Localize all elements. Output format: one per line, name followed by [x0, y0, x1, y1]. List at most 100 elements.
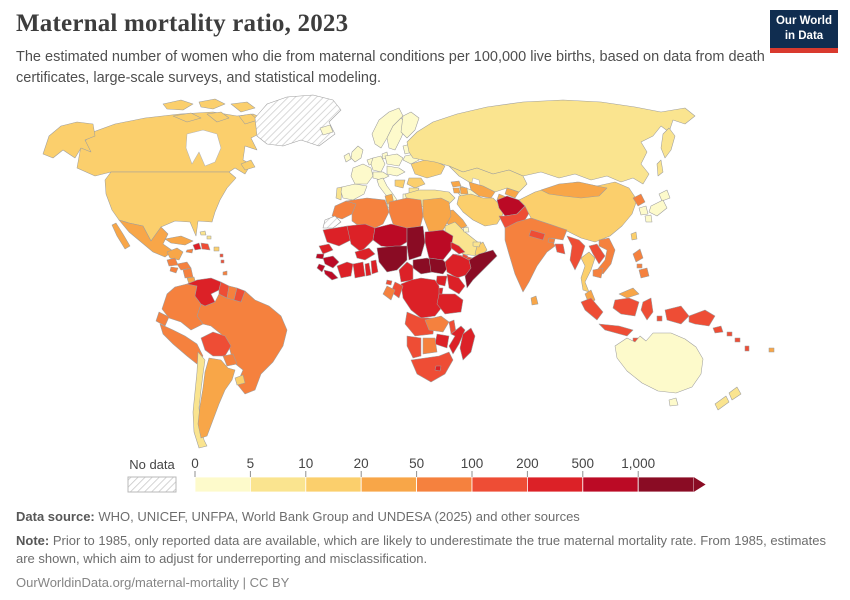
country-canada-arctic-island[interactable]: [162, 99, 194, 111]
legend-bin-500-1000[interactable]: [582, 476, 639, 493]
country-canada[interactable]: [76, 111, 268, 177]
country-philippines-visayas[interactable]: [636, 263, 643, 269]
country-canada-newfoundland[interactable]: [240, 159, 256, 171]
country-nigeria[interactable]: [376, 245, 408, 273]
country-russia[interactable]: [406, 99, 696, 185]
country-spain[interactable]: [340, 183, 368, 201]
country-france[interactable]: [350, 163, 374, 185]
country-papua-new-guinea-new-britain[interactable]: [712, 325, 724, 334]
country-kyrgyzstan[interactable]: [504, 187, 520, 199]
country-central-europe[interactable]: [386, 165, 406, 177]
country-australia-tasmania[interactable]: [668, 397, 679, 407]
legend-bin-10-20[interactable]: [305, 476, 362, 493]
country-russia-kamchatka[interactable]: [660, 127, 676, 159]
country-nicaragua[interactable]: [182, 267, 194, 279]
country-iran[interactable]: [456, 193, 504, 227]
country-solomon-islands[interactable]: [726, 331, 733, 337]
legend-no-data-swatch[interactable]: [127, 476, 177, 493]
country-vanuatu[interactable]: [744, 345, 750, 352]
country-indonesia-sumatra[interactable]: [580, 297, 604, 321]
country-papua-new-guinea[interactable]: [688, 309, 716, 327]
country-tanzania[interactable]: [436, 293, 464, 315]
country-togo[interactable]: [364, 262, 372, 277]
country-japan-honshu[interactable]: [648, 199, 668, 217]
country-ireland[interactable]: [343, 152, 352, 163]
country-cuba[interactable]: [164, 235, 194, 246]
country-romania[interactable]: [406, 177, 426, 189]
country-south-africa[interactable]: [410, 351, 454, 383]
country-new-zealand-south[interactable]: [714, 395, 730, 411]
country-niger[interactable]: [372, 223, 408, 249]
country-japan-hokkaido[interactable]: [658, 189, 671, 202]
country-kenya[interactable]: [446, 273, 466, 295]
country-balkans[interactable]: [394, 179, 406, 189]
country-eritrea[interactable]: [450, 241, 466, 255]
country-equatorial-guinea[interactable]: [385, 279, 393, 286]
country-greenland[interactable]: [254, 94, 342, 147]
country-bhutan[interactable]: [547, 237, 556, 244]
country-el-salvador[interactable]: [169, 266, 179, 274]
country-venezuela[interactable]: [186, 277, 222, 307]
country-thailand[interactable]: [580, 251, 596, 293]
country-usa-alaska[interactable]: [42, 121, 96, 159]
country-azerbaijan[interactable]: [459, 186, 469, 195]
legend-bin-20-50[interactable]: [360, 476, 418, 493]
country-sudan[interactable]: [424, 229, 454, 261]
country-mexico-baja[interactable]: [111, 222, 131, 250]
country-ecuador[interactable]: [155, 311, 170, 327]
country-zimbabwe[interactable]: [434, 333, 450, 349]
legend-bin-0-5[interactable]: [194, 476, 251, 493]
country-bangladesh[interactable]: [554, 243, 566, 255]
country-philippines-mindanao[interactable]: [638, 267, 650, 279]
country-uae[interactable]: [472, 241, 482, 248]
country-nepal[interactable]: [528, 229, 546, 241]
country-namibia[interactable]: [406, 335, 422, 359]
country-angola[interactable]: [404, 311, 436, 337]
country-chile[interactable]: [192, 351, 208, 449]
country-zambia[interactable]: [424, 315, 450, 333]
legend-bin-100-200[interactable]: [471, 476, 528, 493]
country-bahamas[interactable]: [206, 235, 212, 240]
country-mongolia[interactable]: [540, 181, 608, 199]
country-paraguay[interactable]: [222, 353, 238, 367]
country-puerto-rico[interactable]: [213, 246, 220, 252]
country-chad[interactable]: [406, 225, 426, 261]
country-russia-sakhalin[interactable]: [656, 159, 664, 177]
country-madagascar[interactable]: [459, 327, 476, 361]
country-guinea-bissau[interactable]: [315, 253, 325, 260]
country-cameroon[interactable]: [398, 261, 414, 283]
country-egypt[interactable]: [422, 197, 452, 233]
country-poland[interactable]: [384, 153, 404, 167]
citation-link[interactable]: OurWorldinData.org/maternal-mortality | …: [16, 574, 290, 590]
country-south-sudan[interactable]: [428, 257, 450, 275]
country-iceland[interactable]: [319, 124, 334, 136]
country-botswana[interactable]: [422, 337, 438, 355]
country-myanmar[interactable]: [566, 235, 586, 271]
country-mali[interactable]: [346, 223, 376, 253]
country-philippines-luzon[interactable]: [632, 248, 644, 263]
country-japan-kyushu[interactable]: [644, 214, 653, 223]
country-fiji[interactable]: [768, 347, 775, 353]
country-benin[interactable]: [370, 259, 379, 275]
country-cambodia[interactable]: [592, 267, 604, 279]
country-laos[interactable]: [588, 243, 606, 265]
country-guinea[interactable]: [322, 255, 340, 269]
country-canada-arctic-island[interactable]: [172, 112, 202, 123]
country-cote-divoire[interactable]: [336, 261, 354, 279]
country-canada-arctic-island[interactable]: [230, 101, 256, 113]
country-finland[interactable]: [400, 111, 420, 139]
country-burkina-faso[interactable]: [354, 247, 376, 261]
country-portugal[interactable]: [335, 186, 343, 201]
country-mauritania[interactable]: [322, 225, 352, 247]
country-senegal[interactable]: [318, 243, 334, 255]
country-south-korea[interactable]: [638, 205, 649, 216]
country-guyana[interactable]: [218, 281, 230, 299]
country-uganda[interactable]: [435, 275, 448, 287]
country-bolivia[interactable]: [200, 331, 232, 357]
country-armenia[interactable]: [452, 187, 461, 194]
country-western-sahara[interactable]: [322, 215, 342, 229]
legend-bin-200-500[interactable]: [527, 476, 584, 493]
country-alpine-states[interactable]: [372, 171, 390, 181]
country-sierra-leone[interactable]: [316, 263, 326, 273]
country-canada-arctic-island[interactable]: [206, 111, 230, 123]
